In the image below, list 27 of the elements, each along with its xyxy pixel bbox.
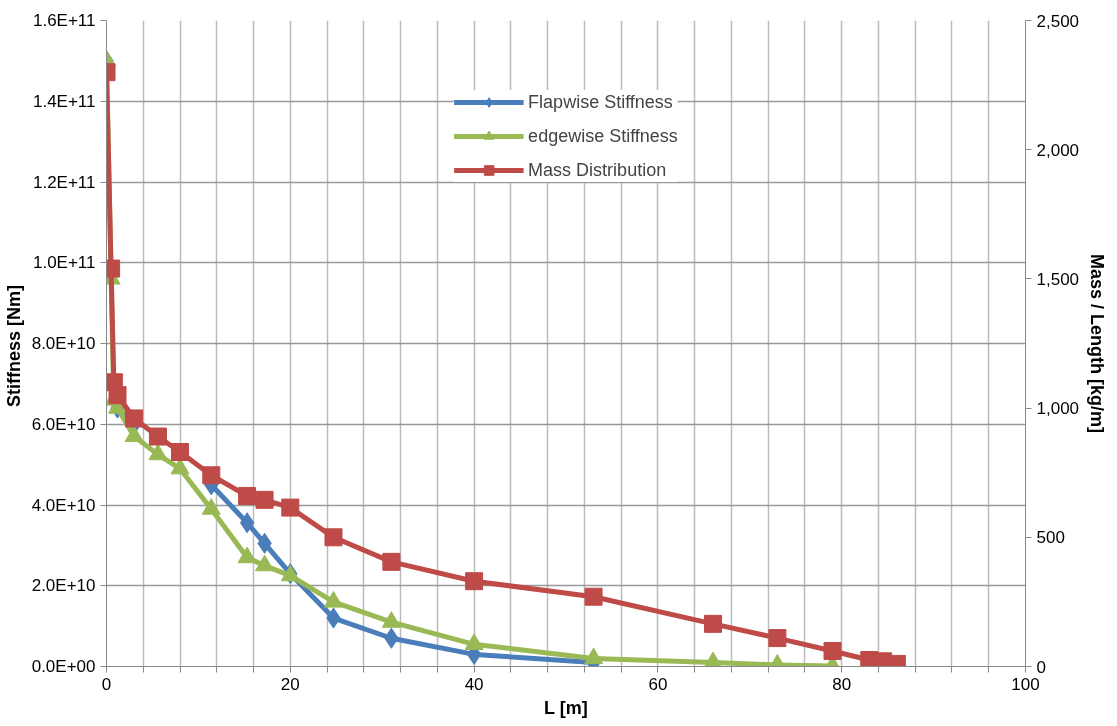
y-tick-label: 8.0E+10 xyxy=(31,334,96,353)
y2-tick-label: 1,000 xyxy=(1036,399,1080,419)
legend-label: Flapwise Stiffness xyxy=(528,91,673,113)
y2-tick-label: 2,000 xyxy=(1036,140,1080,160)
x-axis-title: L [m] xyxy=(544,697,588,718)
y-tick-label: 6.0E+10 xyxy=(31,414,96,434)
y-tick-label: 4.0E+10 xyxy=(31,495,96,515)
y2-tick-label: 1,500 xyxy=(1036,269,1080,289)
x-tick-label: 20 xyxy=(280,674,300,694)
y-tick-label: 0.0E+00 xyxy=(31,657,96,676)
x-tick-label: 40 xyxy=(464,674,484,694)
x-tick-label: 100 xyxy=(1011,674,1040,694)
y-tick-label: 2.0E+10 xyxy=(31,576,96,596)
y-tick-label: 1.4E+11 xyxy=(32,91,96,111)
legend-label: edgewise Stiffness xyxy=(528,125,678,147)
x-tick-label: 80 xyxy=(832,674,852,694)
y-axis-title: Stiffness [Nm] xyxy=(3,284,24,408)
y-tick-label: 1.0E+11 xyxy=(32,253,96,273)
y-tick-label: 1.6E+11 xyxy=(32,11,96,30)
y2-tick-label: 500 xyxy=(1036,528,1065,548)
y2-tick-label: 2,500 xyxy=(1036,11,1080,31)
x-tick-label: 0 xyxy=(101,674,112,694)
y2-axis-title: Mass / Length [kg/m] xyxy=(1087,253,1108,434)
y-tick-label: 1.2E+11 xyxy=(32,172,96,192)
x-tick-label: 60 xyxy=(648,674,668,694)
legend-label: Mass Distribution xyxy=(528,159,667,181)
y2-tick-label: 0 xyxy=(1036,657,1046,677)
